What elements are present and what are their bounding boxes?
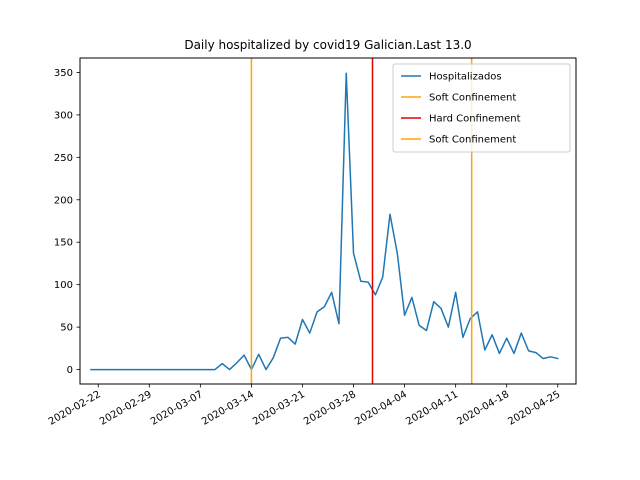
y-tick-label: 50: [60, 323, 73, 334]
chart-title: Daily hospitalized by covid19 Galician.L…: [184, 38, 471, 52]
series-line-0: [90, 72, 559, 371]
legend-box: [392, 63, 571, 153]
legend-label: Hospitalizados: [429, 72, 502, 83]
legend-label: Soft Confinement: [429, 93, 516, 104]
legend-label: Soft Confinement: [429, 135, 516, 146]
y-tick-label: 0: [67, 365, 73, 376]
y-tick-label: 150: [54, 238, 73, 249]
legend: Hospitalizados Soft Confinement Hard Confi…: [392, 63, 571, 153]
y-tick-label: 350: [54, 68, 73, 79]
legend-label: Hard Confinement: [429, 114, 521, 125]
y-tick-label: 250: [54, 153, 73, 164]
y-tick-label: 100: [54, 280, 73, 291]
y-tick-label: 200: [54, 195, 73, 206]
y-tick-label: 300: [54, 110, 73, 121]
axes-frame: [79, 57, 577, 385]
